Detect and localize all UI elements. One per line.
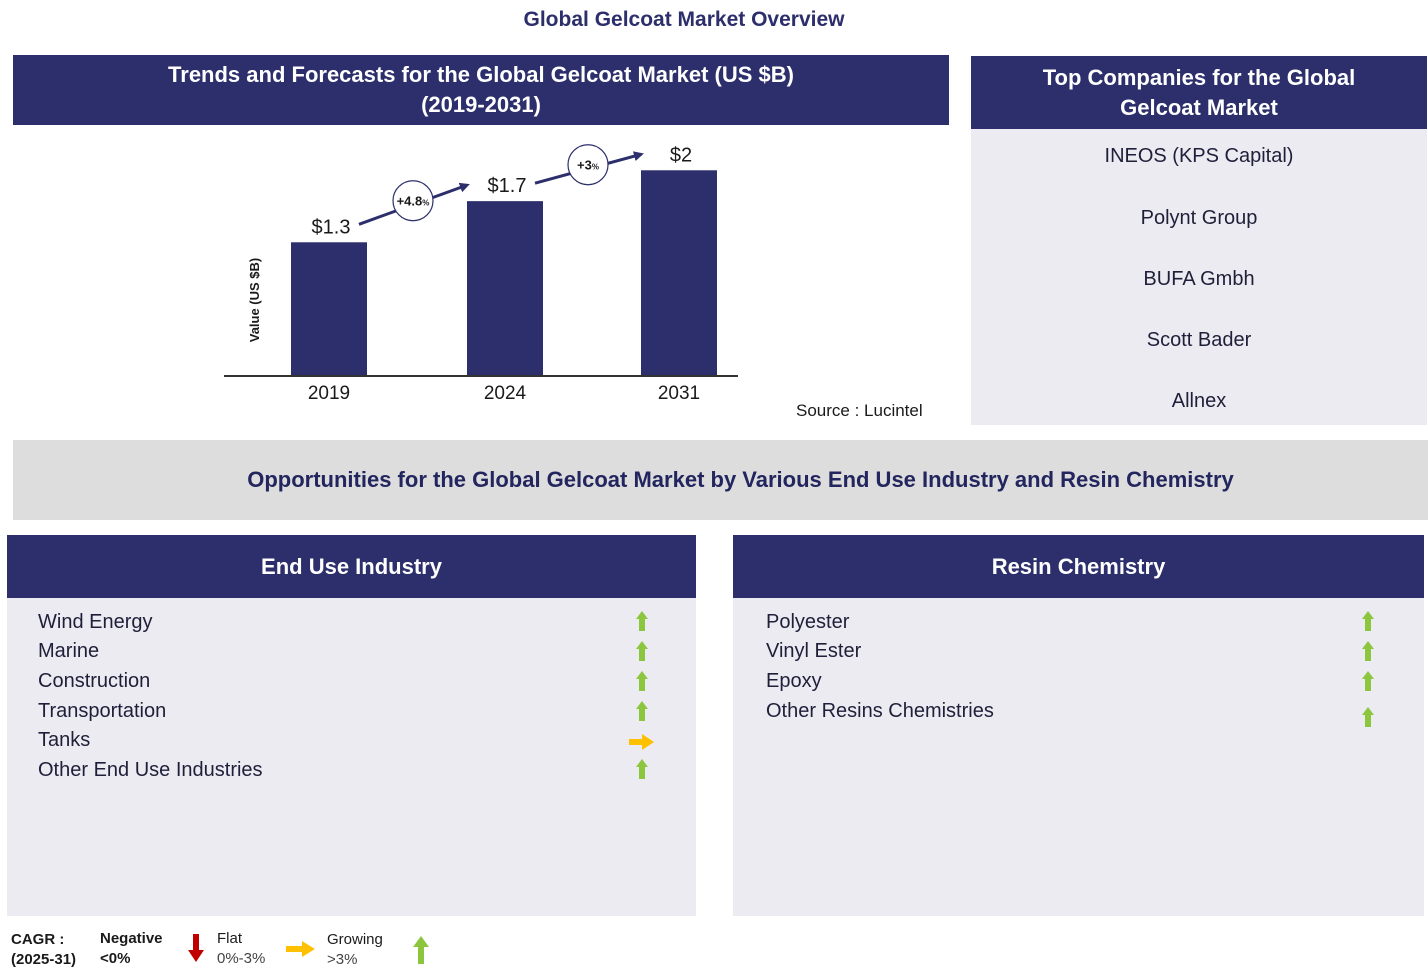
legend-growing-label: Growing [327, 931, 383, 948]
end-use-list: Wind Energy Marine Construction Transpor… [7, 598, 696, 916]
end-use-item: Tanks [38, 729, 91, 751]
down-arrow-icon [188, 934, 204, 962]
up-arrow-icon [413, 936, 429, 964]
up-arrow-icon [1362, 641, 1374, 661]
source-note: Source : Lucintel [796, 401, 923, 420]
end-use-item: Wind Energy [38, 611, 153, 633]
resin-item: Other Resins Chemistries [766, 700, 994, 722]
trend-panel-header: Trends and Forecasts for the Global Gelc… [13, 55, 949, 125]
up-arrow-icon [636, 671, 648, 691]
resin-list: Polyester Vinyl Ester Epoxy Other Resins… [733, 598, 1424, 916]
companies-title-line2: Gelcoat Market [1120, 94, 1278, 120]
company-item: BUFA Gmbh [1143, 268, 1255, 290]
bar [641, 170, 717, 376]
legend-cagr-period: (2025-31) [11, 951, 77, 968]
up-arrow-icon [636, 759, 648, 779]
legend-negative-label: Negative [100, 930, 163, 947]
up-arrow-icon [636, 701, 648, 721]
trend-title-line2: (2019-2031) [421, 92, 541, 117]
end-use-item: Transportation [38, 700, 167, 722]
bar [291, 242, 367, 376]
y-axis-label: Value (US $B) [247, 258, 262, 343]
companies-header: Top Companies for the Global Gelcoat Mar… [971, 56, 1427, 129]
trend-title-line1: Trends and Forecasts for the Global Gelc… [168, 62, 794, 87]
resin-item: Polyester [766, 611, 850, 633]
legend-negative-range: <0% [100, 950, 131, 967]
x-tick-label: 2031 [658, 383, 700, 404]
legend-flat-range: 0%-3% [217, 950, 266, 967]
companies-title-line1: Top Companies for the Global [1042, 64, 1356, 90]
flat-arrow-icon [629, 734, 654, 750]
growth-circle [392, 180, 434, 222]
growth-label: +4.8% [397, 194, 430, 209]
bar-chart: Value (US $B) $1.3 2019 $1.7 2024 $2 2031 +4.8%… [224, 144, 738, 404]
page-title: Global Gelcoat Market Overview [523, 8, 845, 31]
bar-value-label: $1.7 [488, 175, 527, 197]
growth-circle [567, 144, 609, 186]
x-tick-label: 2024 [484, 383, 527, 404]
up-arrow-icon [1362, 611, 1374, 631]
end-use-item: Construction [38, 670, 151, 692]
company-item: Allnex [1171, 390, 1227, 412]
end-use-header: End Use Industry [7, 535, 696, 598]
company-item: Polynt Group [1140, 207, 1258, 229]
legend-cagr-label: CAGR : [11, 931, 65, 948]
companies-list: INEOS (KPS Capital) Polynt Group BUFA Gm… [971, 129, 1427, 425]
bar [467, 201, 543, 376]
resin-item: Vinyl Ester [766, 640, 862, 662]
growth-label: +3% [577, 158, 599, 173]
resin-item: Epoxy [766, 670, 822, 692]
up-arrow-icon [636, 611, 648, 631]
company-item: Scott Bader [1146, 329, 1252, 351]
bar-value-label: $2 [670, 144, 692, 166]
end-use-item: Other End Use Industries [38, 759, 263, 781]
company-item: INEOS (KPS Capital) [1104, 145, 1294, 167]
up-arrow-icon [1362, 671, 1374, 691]
up-arrow-icon [1362, 707, 1374, 727]
end-use-item: Marine [38, 640, 100, 662]
x-tick-label: 2019 [308, 383, 350, 404]
up-arrow-icon [636, 641, 648, 661]
legend-growing-range: >3% [327, 951, 358, 968]
right-arrow-icon [286, 941, 315, 957]
resin-header: Resin Chemistry [733, 535, 1424, 598]
opportunities-banner: Opportunities for the Global Gelcoat Mar… [13, 440, 1428, 520]
legend-flat-label: Flat [217, 930, 243, 947]
bar-value-label: $1.3 [312, 216, 351, 238]
